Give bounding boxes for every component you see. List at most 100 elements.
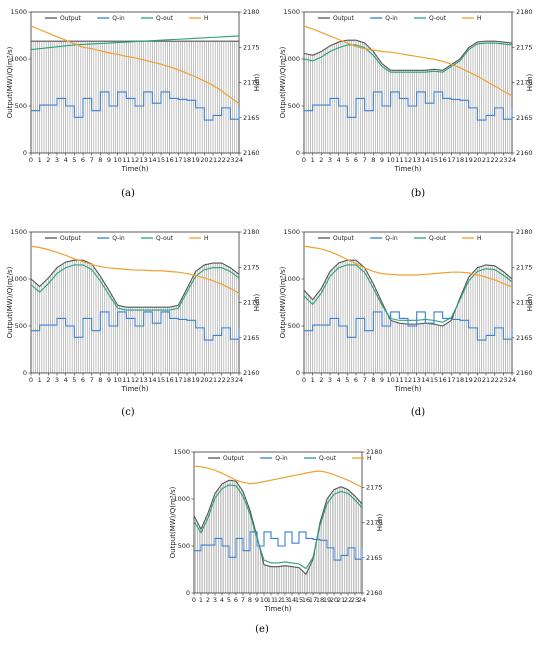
y-tick-label: 1000 (10, 275, 27, 283)
y2-axis-title: H(m) (253, 73, 261, 91)
x-tick-label: 14 (288, 596, 296, 604)
x-tick-label: 14 (148, 376, 156, 384)
x-tick-label: 6 (81, 376, 85, 384)
legend-label: Q-in (385, 15, 398, 22)
series-line-h (193, 465, 363, 488)
x-tick-label: 13 (140, 376, 148, 384)
x-tick-label: 14 (421, 156, 429, 164)
legend-label: H (204, 15, 209, 22)
x-tick-label: 14 (148, 156, 156, 164)
x-tick-label: 14 (421, 376, 429, 384)
x-tick-label: 2 (319, 156, 323, 164)
x-tick-label: 9 (107, 376, 111, 384)
series-line-qin (304, 311, 513, 341)
y-axis-title: Output(MW)/Q(m³/s) (279, 266, 287, 338)
y-tick-label: 500 (178, 542, 190, 550)
x-tick-label: 15 (430, 376, 438, 384)
x-tick-label: 3 (55, 156, 59, 164)
x-tick-label: 17 (174, 376, 182, 384)
y-tick-label: 1500 (173, 448, 190, 456)
x-axis-title: Time(h) (393, 165, 421, 173)
y2-tick-label: 2180 (243, 228, 260, 236)
series-line-h (303, 245, 513, 288)
series-line-qin (194, 531, 363, 561)
x-tick-label: 21 (482, 376, 490, 384)
x-tick-label: 23 (226, 156, 234, 164)
x-tick-label: 6 (354, 156, 358, 164)
y-tick-label: 1500 (283, 228, 300, 236)
y-tick-label: 0 (23, 149, 27, 157)
series-line-h (30, 245, 240, 294)
panel-label: (e) (255, 624, 269, 635)
y2-tick-label: 2180 (516, 228, 533, 236)
legend-label: H (477, 235, 482, 242)
y-tick-label: 500 (288, 102, 300, 110)
x-tick-label: 0 (302, 376, 306, 384)
y2-tick-label: 2170 (243, 79, 260, 87)
y2-axis-title: H(m) (526, 293, 534, 311)
y-tick-label: 1500 (10, 8, 27, 16)
x-tick-label: 11 (122, 376, 130, 384)
y2-tick-label: 2160 (516, 149, 533, 157)
legend-label: Q-out (319, 455, 337, 462)
x-tick-label: 5 (345, 156, 349, 164)
x-tick-label: 16 (302, 596, 310, 604)
y2-tick-label: 2180 (243, 8, 260, 16)
chart-panel-1: 0 1 2 3 4 5 6 7 8 9 10 11 12 13 14 15 16 17 18 19 20 21 22 23 24… (279, 8, 534, 173)
series-line-h (303, 25, 513, 97)
y2-tick-label: 2175 (243, 263, 260, 271)
x-tick-label: 22 (218, 156, 226, 164)
x-tick-label: 0 (29, 376, 33, 384)
y2-tick-label: 2160 (366, 589, 383, 597)
legend-label: H (204, 235, 209, 242)
x-tick-label: 16 (166, 156, 174, 164)
legend-label: Q-out (429, 235, 447, 242)
series-line-qout (30, 35, 240, 51)
y-tick-label: 500 (288, 322, 300, 330)
x-tick-label: 24 (358, 596, 366, 604)
x-tick-label: 20 (473, 376, 481, 384)
y2-axis-title: H(m) (376, 513, 384, 531)
x-tick-label: 5 (227, 596, 231, 604)
y-tick-label: 1500 (10, 228, 27, 236)
x-tick-label: 19 (465, 156, 473, 164)
x-tick-label: 24 (235, 156, 243, 164)
y2-axis-title: H(m) (253, 293, 261, 311)
x-tick-label: 8 (248, 596, 252, 604)
y2-tick-label: 2160 (516, 369, 533, 377)
x-tick-label: 12 (274, 596, 282, 604)
x-tick-label: 12 (404, 156, 412, 164)
y2-tick-label: 2165 (243, 114, 260, 122)
x-tick-label: 19 (465, 376, 473, 384)
x-tick-label: 22 (218, 376, 226, 384)
series-line-qin (304, 91, 513, 121)
x-tick-label: 2 (319, 376, 323, 384)
x-tick-label: 9 (255, 596, 259, 604)
chart-panel-3: 0 1 2 3 4 5 6 7 8 9 10 11 12 13 14 15 16 17 18 19 20 21 22 23 24… (279, 228, 534, 393)
x-tick-label: 6 (234, 596, 238, 604)
x-axis-title: Time(h) (120, 385, 148, 393)
x-tick-label: 19 (323, 596, 331, 604)
legend-label: Q-in (385, 235, 398, 242)
y2-tick-label: 2175 (516, 263, 533, 271)
x-tick-label: 18 (316, 596, 324, 604)
legend-label: Output (333, 235, 354, 242)
y-tick-label: 500 (15, 102, 27, 110)
x-tick-label: 0 (302, 156, 306, 164)
y-tick-label: 1000 (283, 275, 300, 283)
panel-label: (c) (121, 407, 135, 418)
legend-label: Q-in (112, 235, 125, 242)
x-tick-label: 3 (55, 376, 59, 384)
chart-panel-2: 0 1 2 3 4 5 6 7 8 9 10 11 12 13 14 15 16 17 18 19 20 21 22 23 24… (6, 228, 261, 393)
x-tick-label: 12 (404, 376, 412, 384)
y2-tick-label: 2165 (516, 114, 533, 122)
series-line-h (30, 25, 240, 105)
y2-tick-label: 2180 (516, 8, 533, 16)
x-tick-label: 0 (192, 596, 196, 604)
y-axis-title: Output(MW)/Q(m³/s) (6, 46, 14, 118)
legend-label: Q-out (156, 15, 174, 22)
series-line-qin (31, 91, 240, 121)
x-tick-label: 22 (344, 596, 352, 604)
x-tick-label: 17 (174, 156, 182, 164)
y2-tick-label: 2170 (516, 299, 533, 307)
